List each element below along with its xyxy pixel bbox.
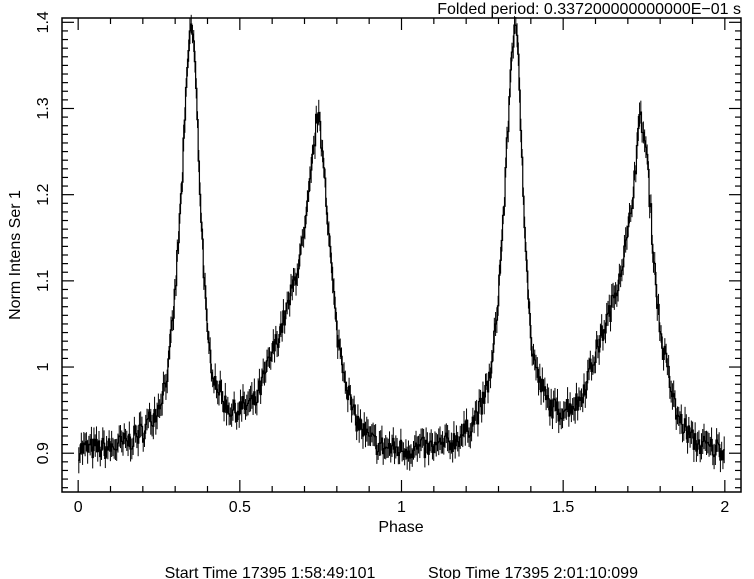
x-tick-label: 1.5 — [552, 499, 574, 516]
plot-frame — [61, 17, 742, 493]
y-tick-label: 1 — [35, 362, 52, 371]
folded-period-label: Folded period: 0.337200000000000E−01 s — [437, 1, 741, 18]
data-series — [78, 14, 725, 474]
x-axis-label: Phase — [378, 519, 423, 536]
y-tick-label: 1.1 — [35, 270, 52, 292]
axis-tick-labels: 0 0.5 1 1.5 2 0.9 1 1.1 1.2 1.3 1.4 — [35, 11, 729, 516]
y-tick-label: 1.2 — [35, 183, 52, 205]
stop-time-label: Stop Time 17395 2:01:10:099 — [428, 565, 638, 579]
x-tick-label: 0.5 — [229, 499, 251, 516]
y-tick-label: 1.3 — [35, 97, 52, 119]
x-tick-label: 0 — [74, 499, 83, 516]
x-tick-label: 1 — [397, 499, 406, 516]
x-tick-label: 2 — [720, 499, 729, 516]
axis-ticks — [62, 18, 741, 492]
start-time-label: Start Time 17395 1:58:49:101 — [165, 565, 376, 579]
lightcurve-line — [78, 23, 725, 461]
y-axis-label: Norm Intens Ser 1 — [7, 190, 24, 320]
y-tick-label: 1.4 — [35, 11, 52, 33]
y-tick-label: 0.9 — [35, 442, 52, 464]
